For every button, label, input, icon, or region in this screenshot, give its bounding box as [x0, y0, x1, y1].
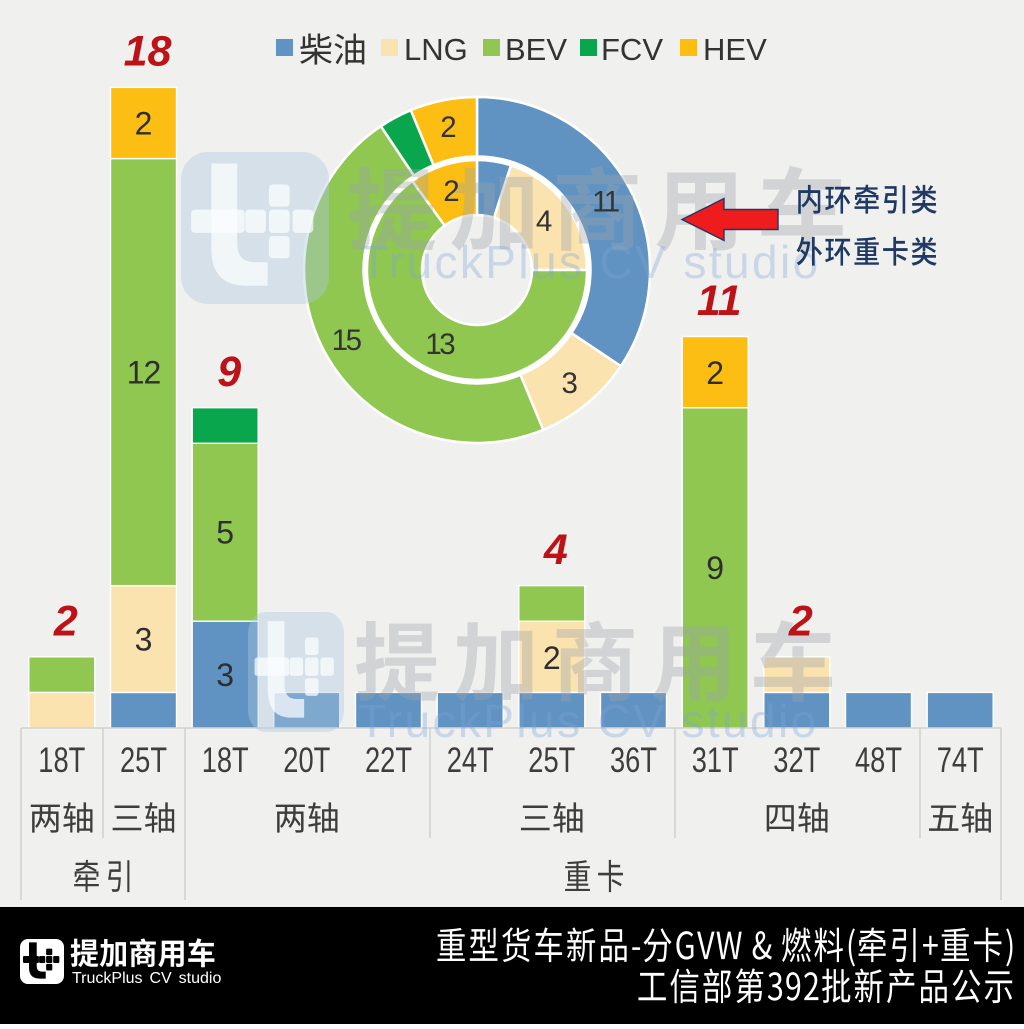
svg-text:5: 5 [216, 514, 234, 550]
svg-text:2: 2 [443, 175, 459, 208]
svg-text:3: 3 [561, 367, 577, 400]
svg-text:2: 2 [706, 355, 724, 391]
svg-text:3: 3 [216, 657, 234, 693]
svg-text:4: 4 [543, 526, 568, 574]
svg-text:22T: 22T [365, 741, 412, 780]
svg-text:11: 11 [592, 186, 619, 219]
svg-text:2: 2 [135, 105, 153, 141]
svg-text:9: 9 [706, 550, 724, 586]
svg-text:32T: 32T [773, 741, 820, 780]
svg-text:13: 13 [425, 328, 455, 361]
svg-text:12: 12 [127, 354, 161, 390]
svg-text:9: 9 [217, 348, 241, 396]
svg-text:15: 15 [332, 324, 362, 357]
svg-text:18: 18 [124, 28, 172, 76]
svg-text:74T: 74T [937, 741, 984, 780]
svg-text:11: 11 [697, 277, 742, 325]
svg-text:FCV: FCV [601, 32, 663, 67]
svg-text:18T: 18T [202, 741, 249, 780]
svg-text:18T: 18T [38, 741, 85, 780]
svg-text:TruckPlus CV studio: TruckPlus CV studio [72, 970, 221, 987]
svg-text:2: 2 [788, 597, 813, 645]
svg-text:TruckPlus CV studio: TruckPlus CV studio [358, 695, 819, 747]
svg-text:20T: 20T [283, 741, 330, 780]
svg-text:31T: 31T [692, 741, 739, 780]
svg-text:2: 2 [440, 111, 456, 144]
svg-text:3: 3 [135, 621, 153, 657]
svg-text:BEV: BEV [505, 32, 567, 67]
svg-text:24T: 24T [447, 741, 494, 780]
svg-text:2: 2 [543, 640, 561, 676]
svg-text:LNG: LNG [404, 32, 468, 67]
svg-text:TruckPlus CV studio: TruckPlus CV studio [360, 236, 821, 288]
svg-text:4: 4 [536, 205, 552, 238]
svg-text:48T: 48T [855, 741, 902, 780]
svg-text:HEV: HEV [703, 32, 767, 67]
svg-text:2: 2 [53, 597, 78, 645]
svg-text:25T: 25T [120, 741, 167, 780]
svg-text:25T: 25T [528, 741, 575, 780]
svg-text:36T: 36T [610, 741, 657, 780]
